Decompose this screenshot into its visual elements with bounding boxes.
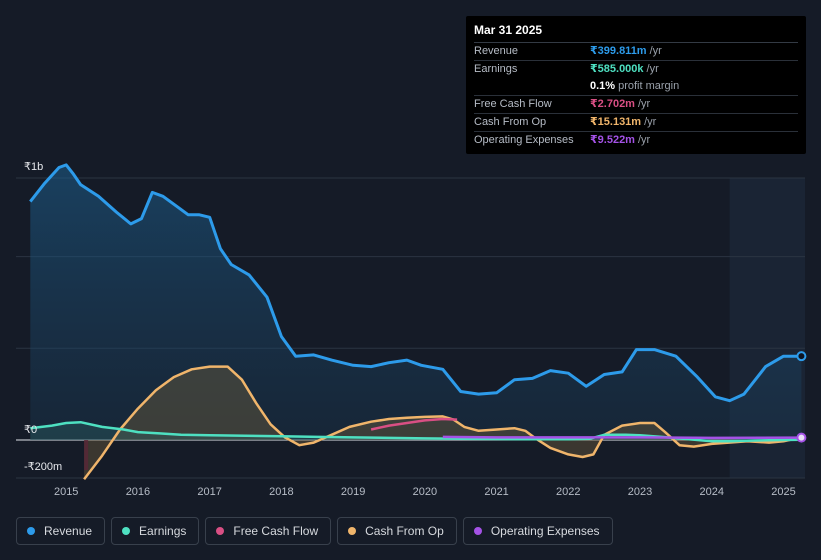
tooltip-value: ₹15.131m [590,116,642,128]
legend-label: Free Cash Flow [233,524,319,538]
legend-label: Earnings [139,524,187,538]
x-tick-label: 2019 [341,486,365,498]
chart-legend: Revenue Earnings Free Cash Flow Cash Fro… [16,517,613,545]
tooltip-row-free-cash-flow: Free Cash Flow ₹2.702m /yr [474,96,798,114]
legend-label: Cash From Op [365,524,444,538]
revenue-area [30,164,802,440]
tooltip-label: Free Cash Flow [474,98,552,110]
tooltip-row-profit-margin: 0.1% profit margin [474,78,798,96]
legend-label: Revenue [44,524,93,538]
x-tick-label: 2021 [484,486,508,498]
legend-dot-icon [122,527,131,535]
tooltip-label: Earnings [474,63,518,75]
legend-label: Operating Expenses [490,524,600,538]
tooltip-row-earnings: Earnings ₹585.000k /yr [474,61,798,78]
tooltip-value: ₹9.522m [590,134,635,146]
x-tick-label: 2022 [556,486,580,498]
tooltip-label: Cash From Op [474,116,547,128]
legend-item-revenue[interactable]: Revenue [16,517,106,545]
x-tick-label: 2018 [269,486,293,498]
operating-expenses-end-marker [796,432,807,443]
x-tick-label: 2025 [771,486,795,498]
legend-item-earnings[interactable]: Earnings [111,517,200,545]
tooltip-label [474,78,590,95]
x-tick-label: 2015 [54,486,78,498]
legend-item-cash-from-op[interactable]: Cash From Op [337,517,457,545]
tooltip-row-operating-expenses: Operating Expenses ₹9.522m /yr [474,132,798,149]
x-tick-label: 2016 [126,486,150,498]
y-tick-label: ₹1b [24,161,43,173]
tooltip-value: ₹399.811m [590,45,647,57]
free-cash-flow-area [84,440,89,470]
free-cash-flow-line [370,417,458,431]
legend-dot-icon [27,527,35,535]
tooltip-value: 0.1% [590,80,616,92]
legend-item-free-cash-flow[interactable]: Free Cash Flow [205,517,332,545]
legend-dot-icon [348,527,357,535]
tooltip-row-cash-from-op: Cash From Op ₹15.131m /yr [474,114,798,132]
cash-from-op-area [84,366,802,480]
y-tick-label: ₹0 [24,424,37,436]
revenue-line [29,163,802,403]
tooltip-value: ₹2.702m [590,98,635,110]
tooltip-unit: /yr [637,98,651,110]
x-tick-label: 2020 [413,486,437,498]
tooltip-value: ₹585.000k [590,63,644,75]
tooltip-row-revenue: Revenue ₹399.811m /yr [474,43,798,61]
y-tick-label: -₹200m [24,461,62,473]
tooltip-label: Operating Expenses [474,134,574,146]
x-tick-label: 2023 [628,486,652,498]
tooltip-unit: /yr [637,134,651,146]
tooltip-label: Revenue [474,45,519,57]
operating-expenses-line [442,435,802,440]
tooltip-unit: profit margin [618,80,680,92]
x-tick-label: 2024 [700,486,724,498]
chart-tooltip: Mar 31 2025 Revenue ₹399.811m /yr Earnin… [466,16,806,154]
legend-item-operating-expenses[interactable]: Operating Expenses [462,517,613,545]
x-tick-label: 2017 [197,486,221,498]
revenue-end-marker [796,351,807,362]
legend-dot-icon [216,527,225,535]
tooltip-unit: /yr [644,116,657,128]
legend-dot-icon [473,527,482,535]
tooltip-date: Mar 31 2025 [474,23,798,43]
tooltip-unit: /yr [646,63,659,75]
tooltip-unit: /yr [649,45,662,57]
